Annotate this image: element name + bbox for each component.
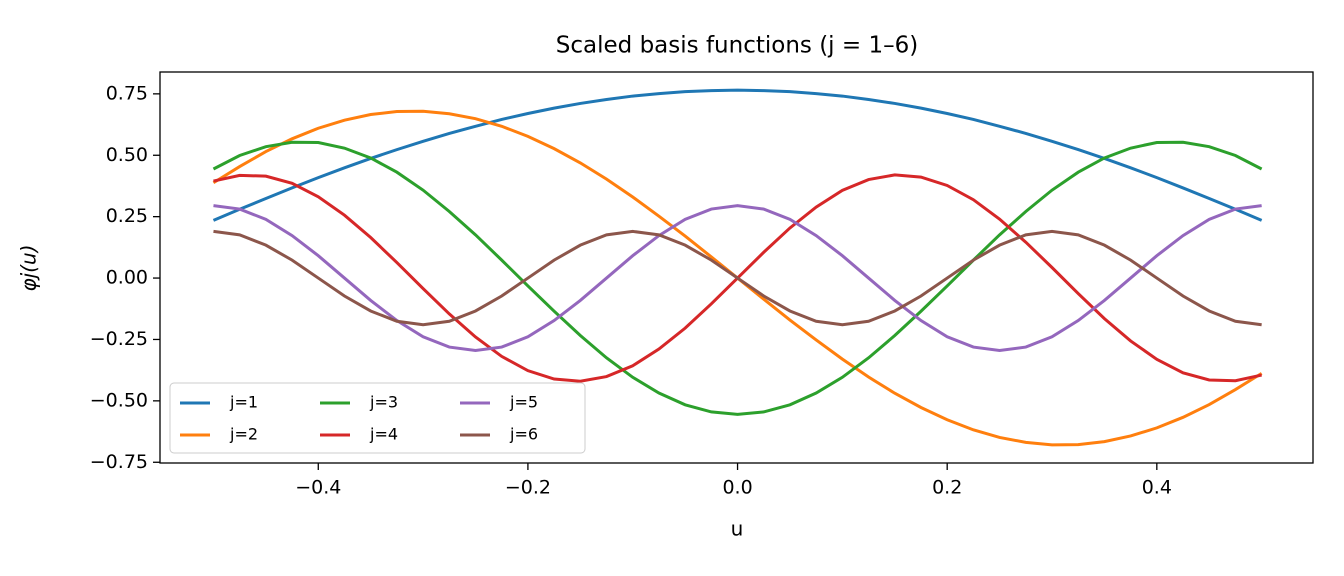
- legend-label: j=3: [369, 393, 398, 412]
- legend-label: j=4: [369, 425, 398, 444]
- y-tick-label: 0.25: [106, 205, 148, 227]
- legend-label: j=5: [509, 393, 538, 412]
- x-tick-label: −0.4: [295, 477, 341, 499]
- y-tick-label: 0.75: [106, 82, 148, 104]
- x-tick-label: 0.0: [722, 477, 752, 499]
- x-tick-label: 0.2: [932, 477, 962, 499]
- x-tick-label: 0.4: [1142, 477, 1172, 499]
- y-tick-label: −0.75: [90, 451, 148, 473]
- y-axis-label: φj(u): [17, 244, 41, 291]
- y-tick-label: 0.50: [106, 144, 148, 166]
- x-axis-label: u: [731, 517, 744, 541]
- series-line: [212, 88, 1263, 222]
- series-line: [212, 140, 1263, 416]
- y-tick-label: 0.00: [106, 267, 148, 289]
- y-tick-label: −0.50: [90, 389, 148, 411]
- legend-label: j=1: [229, 393, 258, 412]
- x-tick-label: −0.2: [505, 477, 551, 499]
- plot-frame: [159, 71, 1314, 464]
- legend-label: j=2: [229, 425, 258, 444]
- legend-label: j=6: [509, 425, 538, 444]
- y-tick-label: −0.25: [90, 328, 148, 350]
- chart-title: Scaled basis functions (j = 1–6): [556, 33, 918, 59]
- series-line: [213, 229, 1262, 327]
- legend: j=1 j=2 j=3 j=4 j=5 j=6: [169, 382, 586, 454]
- series-line: [213, 204, 1262, 353]
